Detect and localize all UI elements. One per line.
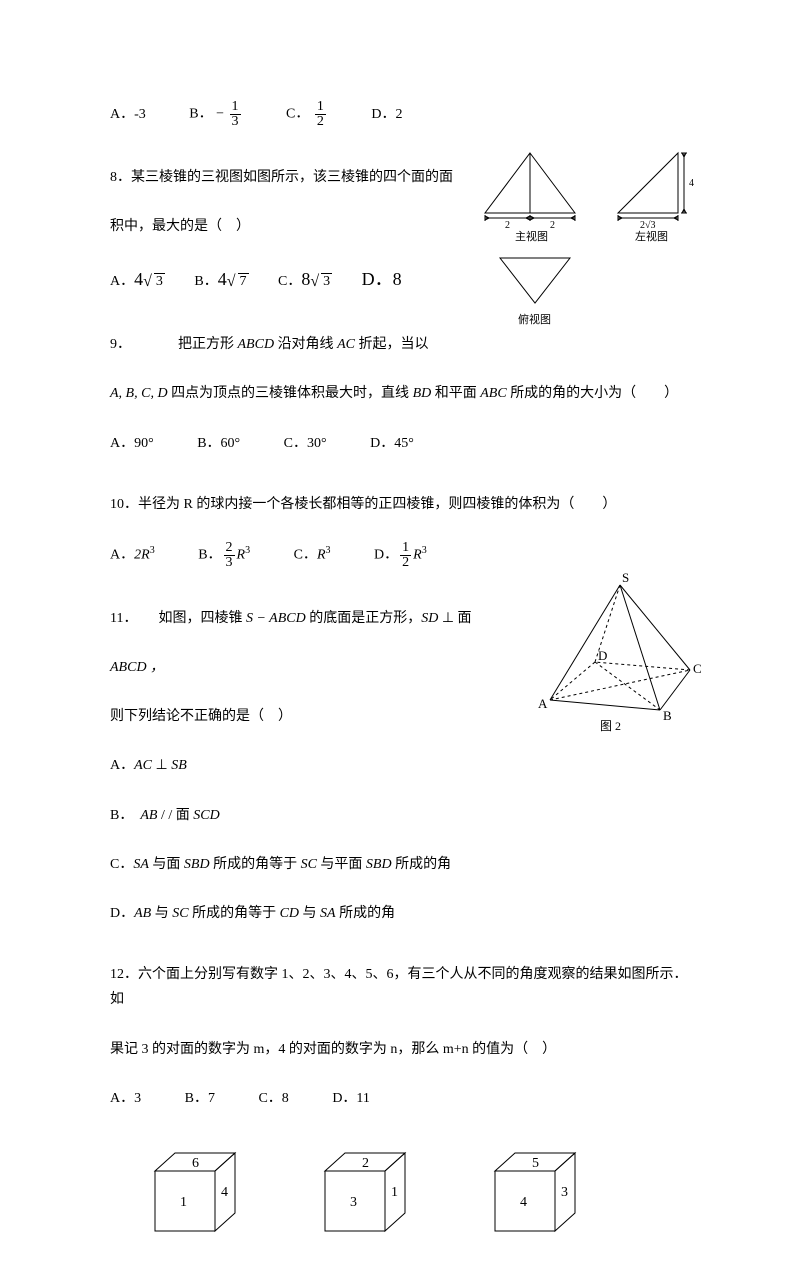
svg-text:俯视图: 俯视图 [518,312,551,326]
q12-optD: D．11 [332,1086,370,1111]
svg-text:2√3: 2√3 [640,220,656,231]
q8-three-views: 2 2 主视图 4 2√3 左视图 俯视图 [480,148,710,328]
svg-text:2: 2 [505,220,510,231]
q9-optB: B．60° [197,431,240,456]
q11-optC: C．SA 与面 SBD 所成的角等于 SC 与平面 SBD 所成的角 [110,852,690,877]
svg-text:主视图: 主视图 [515,229,548,243]
q7-optB: B． − 13 [189,100,242,129]
svg-text:4: 4 [221,1185,228,1200]
q7-optA: A．-3 [110,102,146,127]
q10-optD: D．12R3 [374,541,427,570]
q8-side-view: 4 2√3 左视图 [610,148,710,238]
q12-options: A．3 B．7 C．8 D．11 [110,1086,690,1111]
q12-cube-2: 2 3 1 [310,1141,430,1241]
q9-optA: A．90° [110,431,154,456]
q12-cube-3: 5 4 3 [480,1141,600,1241]
q8-optD: D．8 [362,263,402,295]
q12-stem1: 12．六个面上分别写有数字 1、2、3、4、5、6，有三个人从不同的角度观察的结… [110,962,690,1012]
q10-optA: A．2R3 [110,542,155,568]
q12-stem2: 果记 3 的对面的数字为 m，4 的对面的数字为 n，那么 m+n 的值为（ ） [110,1037,690,1062]
q7-options: A．-3 B． − 13 C． 12 D．2 [110,100,690,129]
svg-text:5: 5 [532,1156,539,1171]
q8-optC: C．83 [278,263,332,296]
svg-text:D: D [598,648,607,663]
q9-optC: C．30° [284,431,327,456]
svg-text:A: A [538,696,548,711]
q12-cube-1: 6 1 4 [140,1141,260,1241]
q12-optA: A．3 [110,1086,141,1111]
q8-optB: B．47 [194,263,248,296]
q8-optA: A．43 [110,263,165,296]
svg-text:4: 4 [520,1195,527,1210]
svg-text:1: 1 [391,1185,398,1200]
svg-text:C: C [693,661,702,676]
svg-text:4: 4 [689,178,694,189]
svg-text:左视图: 左视图 [635,229,668,243]
svg-text:S: S [622,570,629,585]
svg-text:3: 3 [350,1195,357,1210]
svg-text:B: B [663,708,672,723]
q9-optD: D．45° [370,431,414,456]
q11-optA: A．AC ⊥ SB [110,753,690,778]
q9-stem1: 9． 把正方形 ABCD 沿对角线 AC 折起，当以 [110,332,690,357]
q12-cubes: 6 1 4 2 3 1 5 4 3 [140,1141,690,1241]
q12-optC: C．8 [258,1086,288,1111]
svg-text:1: 1 [180,1195,187,1210]
q7-optC: C． 12 [286,100,328,129]
q10-stem: 10．半径为 R 的球内接一个各棱长都相等的正四棱锥，则四棱锥的体积为（ ） [110,492,690,517]
q9-stem2: A, B, C, D 四点为顶点的三棱锥体积最大时，直线 BD 和平面 ABC … [110,381,690,406]
q11-optB: B． AB / / 面 SCD [110,803,690,828]
q7-optD: D．2 [371,102,402,127]
q8-front-view: 2 2 主视图 [480,148,580,238]
q10-optC: C．R3 [294,542,331,568]
q10-options: A．2R3 B．23R3 C．R3 D．12R3 [110,541,690,570]
q9-options: A．90° B．60° C．30° D．45° [110,431,690,456]
svg-text:2: 2 [362,1156,369,1171]
q10-optB: B．23R3 [198,541,250,570]
q12-optB: B．7 [185,1086,215,1111]
q8-top-view: 俯视图 [490,248,580,328]
svg-text:2: 2 [550,220,555,231]
svg-text:图 2: 图 2 [600,719,621,733]
svg-text:6: 6 [192,1156,199,1171]
svg-text:3: 3 [561,1185,568,1200]
q11-optD: D．AB 与 SC 所成的角等于 CD 与 SA 所成的角 [110,901,690,926]
q11-figure: S A B C D 图 2 [530,570,700,730]
